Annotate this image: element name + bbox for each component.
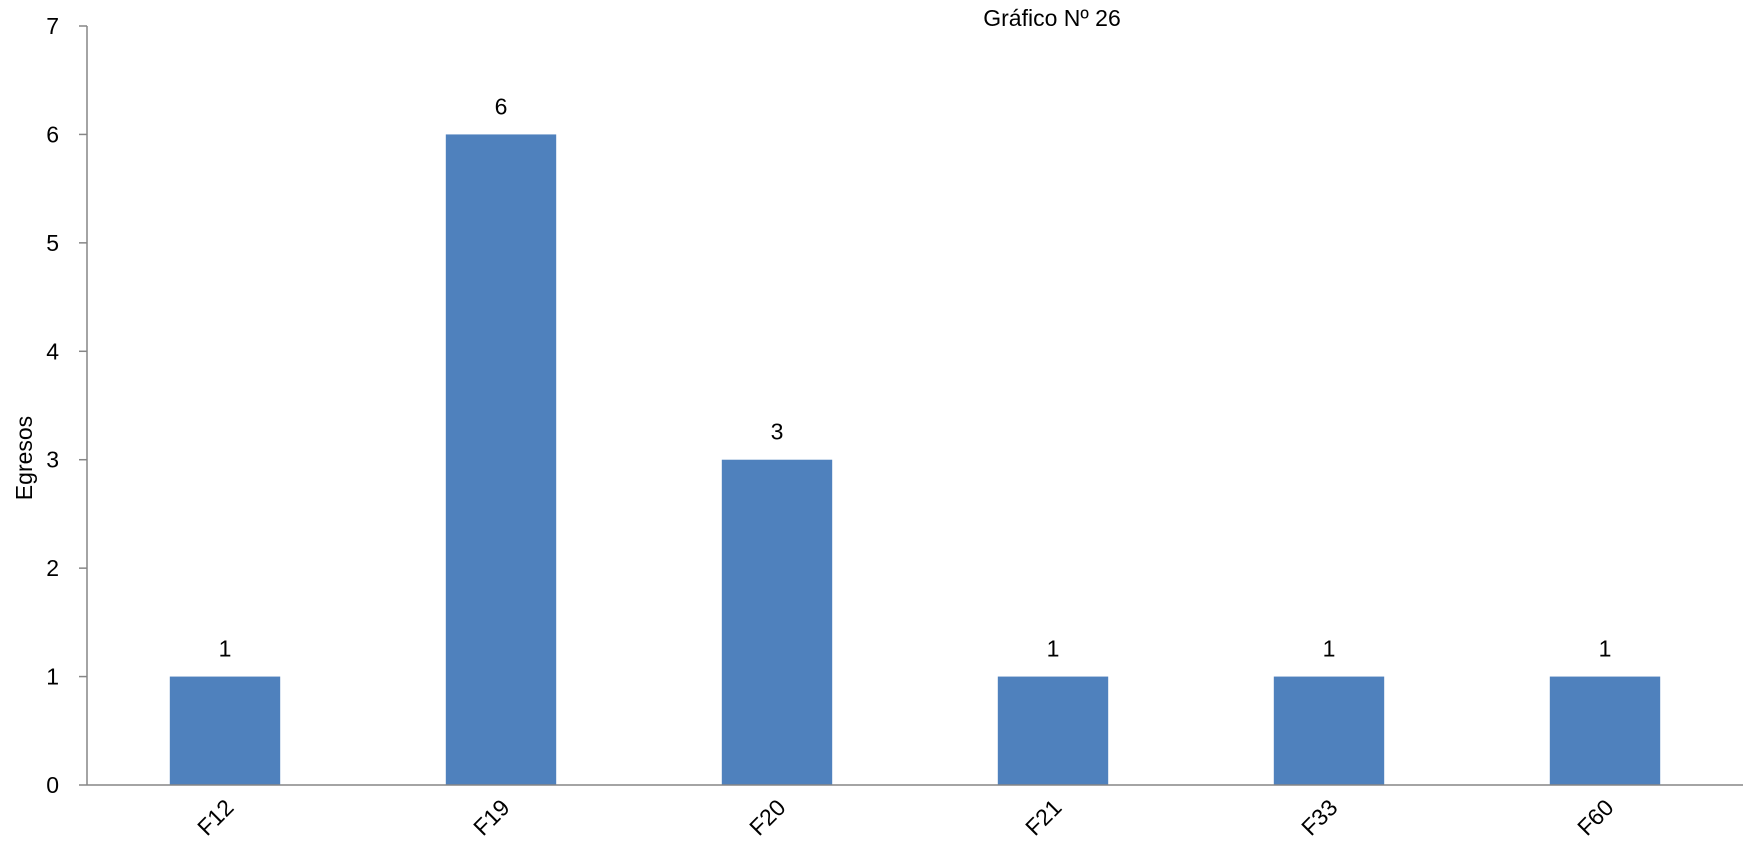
bar-f21 [997, 676, 1109, 785]
bar-f20 [721, 459, 833, 785]
bars [169, 134, 1661, 785]
data-label-f19: 6 [495, 93, 508, 119]
y-tick-label: 5 [46, 230, 59, 256]
x-axis-labels: F12 F19 F20 F21 F33 F60 [192, 794, 1618, 840]
bar-f19 [445, 134, 557, 785]
bar-f12 [169, 676, 281, 785]
x-tick-label-f12: F12 [192, 794, 238, 840]
data-label-f21: 1 [1047, 636, 1060, 662]
data-label-f20: 3 [771, 419, 784, 445]
y-axis-ticks: 0 1 2 3 4 5 6 7 [46, 13, 87, 798]
y-tick-label: 7 [46, 13, 59, 39]
data-labels: 1 6 3 1 1 1 [219, 93, 1612, 661]
x-tick-label-f19: F19 [468, 794, 514, 840]
y-tick-label: 2 [46, 555, 59, 581]
x-tick-label-f33: F33 [1296, 794, 1342, 840]
x-tick-label-f60: F60 [1572, 794, 1618, 840]
y-tick-label: 1 [46, 664, 59, 690]
data-label-f12: 1 [219, 636, 232, 662]
bar-f60 [1549, 676, 1661, 785]
y-axis-title: Egresos [11, 416, 37, 500]
y-tick-label: 0 [46, 772, 59, 798]
x-tick-label-f20: F20 [744, 794, 790, 840]
chart-title: Gráfico Nº 26 [983, 5, 1121, 31]
bar-f33 [1273, 676, 1385, 785]
y-tick-label: 6 [46, 121, 59, 147]
y-tick-label: 4 [46, 338, 59, 364]
y-tick-label: 3 [46, 447, 59, 473]
data-label-f33: 1 [1323, 636, 1336, 662]
x-tick-label-f21: F21 [1020, 794, 1066, 840]
data-label-f60: 1 [1599, 636, 1612, 662]
